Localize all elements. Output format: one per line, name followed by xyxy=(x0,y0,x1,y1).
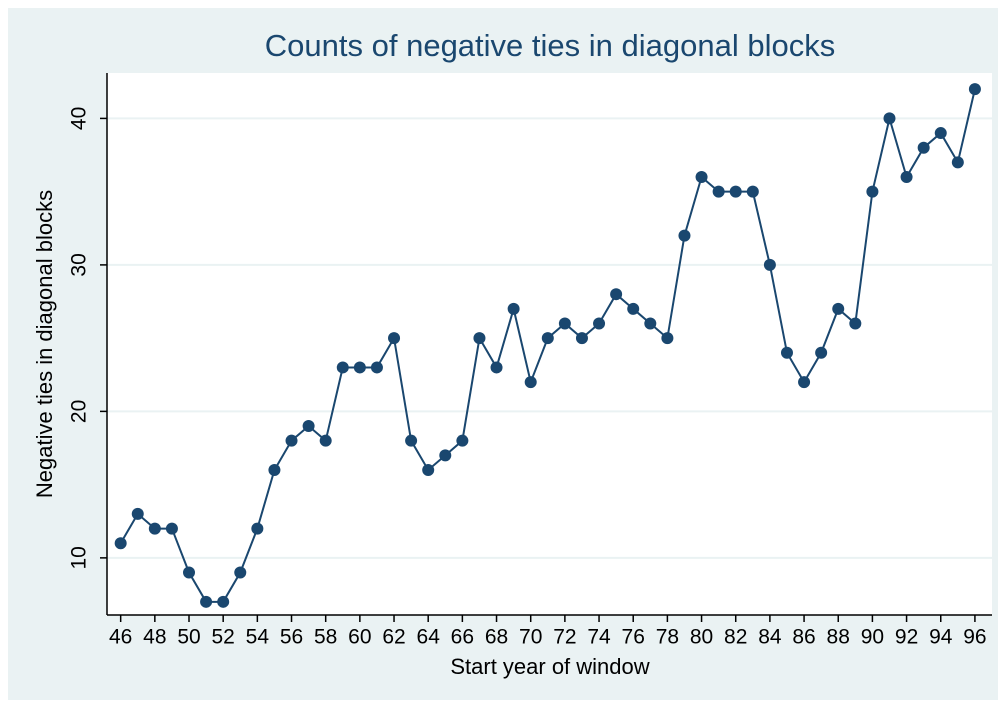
data-point xyxy=(678,229,691,242)
data-point xyxy=(832,302,845,315)
data-point xyxy=(370,361,383,374)
y-tick-label: 40 xyxy=(68,107,91,130)
x-tick-label: 78 xyxy=(656,626,679,649)
x-tick-label: 66 xyxy=(451,626,474,649)
data-point xyxy=(575,332,588,345)
x-tick-label: 64 xyxy=(417,626,441,649)
data-point xyxy=(490,361,503,374)
data-point xyxy=(883,112,896,125)
x-tick-label: 46 xyxy=(109,626,132,649)
data-point xyxy=(217,595,230,608)
x-tick-label: 88 xyxy=(827,626,850,649)
x-tick-label: 72 xyxy=(553,626,576,649)
data-point xyxy=(285,434,298,447)
data-point xyxy=(234,566,247,579)
data-point xyxy=(866,185,879,198)
data-point xyxy=(353,361,366,374)
data-point xyxy=(131,507,144,520)
data-point xyxy=(507,302,520,315)
data-point xyxy=(780,346,793,359)
data-point xyxy=(610,288,623,301)
data-point xyxy=(422,463,435,476)
x-tick-label: 94 xyxy=(929,626,953,649)
data-point xyxy=(695,171,708,184)
data-point xyxy=(934,127,947,140)
data-point xyxy=(268,463,281,476)
x-tick-label: 60 xyxy=(348,626,371,649)
data-point xyxy=(388,332,401,345)
data-point xyxy=(558,317,571,330)
data-point xyxy=(593,317,606,330)
data-point xyxy=(148,522,161,535)
data-point xyxy=(524,376,537,389)
data-point xyxy=(900,171,913,184)
y-tick-label: 30 xyxy=(68,253,91,276)
data-point xyxy=(473,332,486,345)
data-point xyxy=(712,185,725,198)
data-point xyxy=(200,595,213,608)
data-point xyxy=(661,332,674,345)
data-point xyxy=(114,537,127,550)
data-point xyxy=(917,141,930,154)
x-tick-label: 92 xyxy=(895,626,918,649)
x-axis-label: Start year of window xyxy=(450,654,649,679)
data-point xyxy=(541,332,554,345)
x-tick-label: 58 xyxy=(314,626,337,649)
x-tick-label: 50 xyxy=(177,626,200,649)
x-tick-label: 86 xyxy=(792,626,815,649)
data-point xyxy=(319,434,332,447)
x-tick-label: 76 xyxy=(622,626,645,649)
x-tick-label: 74 xyxy=(587,626,611,649)
data-point xyxy=(251,522,264,535)
data-point xyxy=(746,185,759,198)
x-tick-label: 68 xyxy=(485,626,508,649)
data-point xyxy=(439,449,452,462)
data-point xyxy=(405,434,418,447)
data-point xyxy=(302,420,315,433)
data-point xyxy=(815,346,828,359)
data-point xyxy=(456,434,469,447)
data-point xyxy=(336,361,349,374)
data-point xyxy=(763,258,776,271)
x-tick-label: 70 xyxy=(519,626,542,649)
y-tick-label: 20 xyxy=(68,400,91,423)
x-tick-label: 96 xyxy=(963,626,986,649)
x-tick-label: 82 xyxy=(724,626,747,649)
x-tick-label: 48 xyxy=(143,626,166,649)
x-tick-label: 52 xyxy=(211,626,234,649)
data-point xyxy=(729,185,742,198)
x-tick-label: 54 xyxy=(246,626,270,649)
data-point xyxy=(183,566,196,579)
data-point xyxy=(644,317,657,330)
x-tick-label: 90 xyxy=(861,626,884,649)
plot-region xyxy=(107,73,992,615)
data-point xyxy=(951,156,964,169)
data-point xyxy=(798,376,811,389)
x-tick-label: 80 xyxy=(690,626,713,649)
data-point xyxy=(849,317,862,330)
chart-title: Counts of negative ties in diagonal bloc… xyxy=(265,28,835,63)
y-tick-label: 10 xyxy=(68,546,91,569)
y-axis-label: Negative ties in diagonal blocks xyxy=(32,190,57,498)
data-point xyxy=(627,302,640,315)
x-tick-label: 62 xyxy=(382,626,405,649)
data-point xyxy=(165,522,178,535)
x-tick-label: 56 xyxy=(280,626,303,649)
x-tick-label: 84 xyxy=(758,626,782,649)
data-point xyxy=(968,83,981,96)
